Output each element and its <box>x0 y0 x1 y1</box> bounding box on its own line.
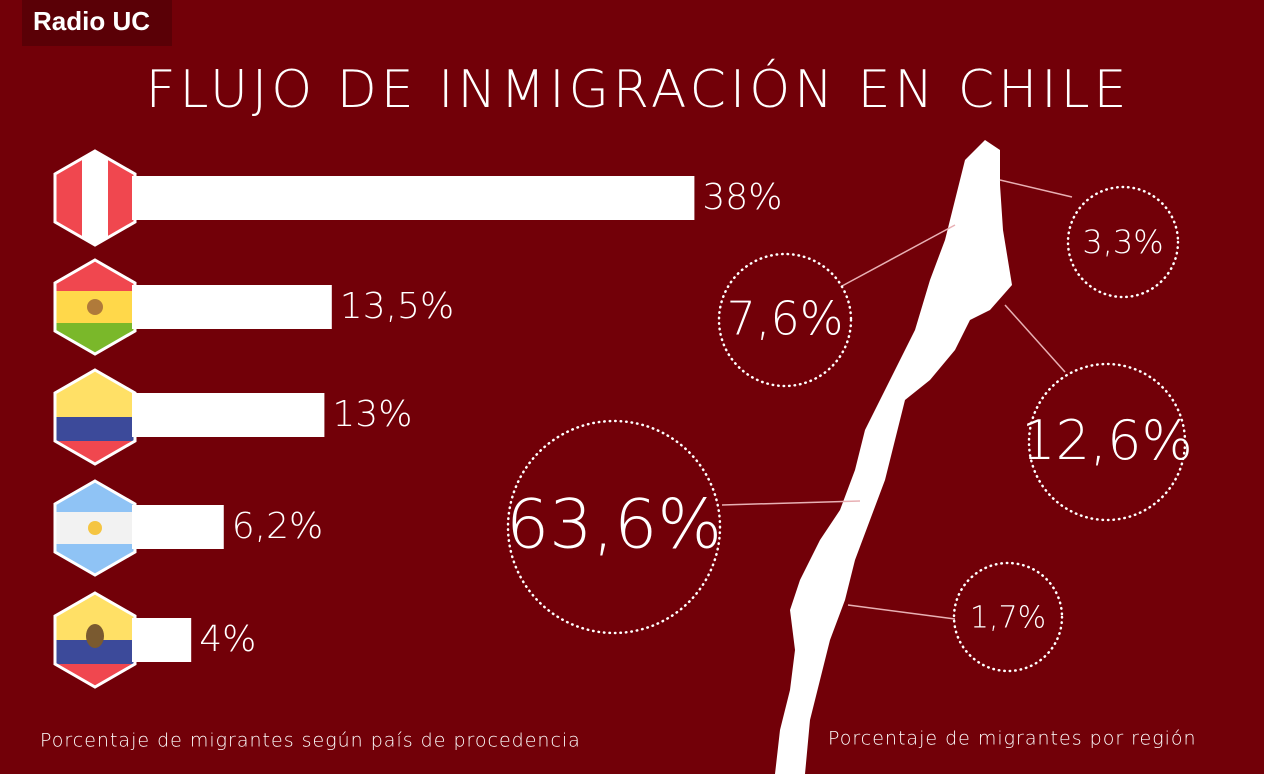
bar-caption: Porcentaje de migrantes según país de pr… <box>40 730 581 752</box>
value-label: 38% <box>702 177 782 218</box>
region-caption: Porcentaje de migrantes por región <box>828 728 1197 750</box>
bubble <box>1066 185 1180 299</box>
bubble-label: 3,3% <box>1082 223 1163 261</box>
value-label: 6,2% <box>232 506 323 547</box>
bubble <box>717 252 853 388</box>
chile-map <box>775 140 1012 774</box>
bar <box>132 505 224 549</box>
value-label: 4% <box>199 619 256 660</box>
bubble-label: 12,6% <box>1021 409 1193 472</box>
bubble-label: 63,6% <box>506 486 722 565</box>
title: FLUJO DE INMIGRACIÓN EN CHILE <box>146 58 1131 120</box>
bar <box>132 393 325 437</box>
value-label: 13,5% <box>340 286 454 327</box>
flag-peru <box>53 149 137 247</box>
value-label: 13% <box>332 394 412 435</box>
brand: Radio UC <box>33 6 150 36</box>
bubble <box>1027 362 1187 522</box>
brand-box <box>22 0 172 46</box>
bar <box>132 285 332 329</box>
leader-lines <box>721 179 1073 620</box>
bubble-label: 1,7% <box>970 601 1046 636</box>
bubble <box>952 561 1064 673</box>
bubble-label: 7,6% <box>727 292 844 346</box>
bar <box>132 618 192 662</box>
bar <box>132 176 695 220</box>
bubble <box>506 419 722 635</box>
